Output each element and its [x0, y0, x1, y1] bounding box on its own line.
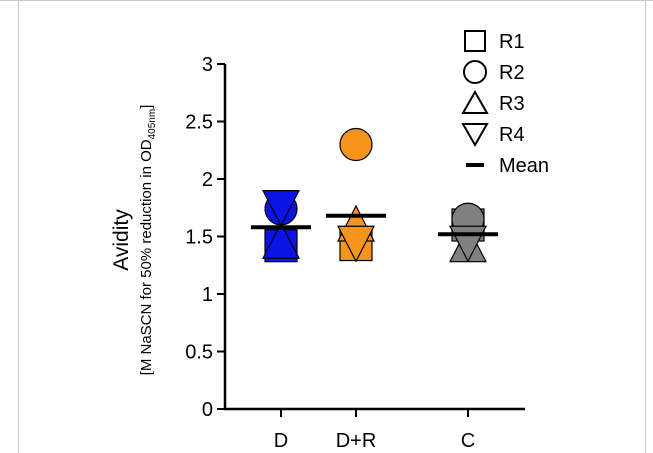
- y-tick-label: 0: [202, 399, 213, 421]
- y-tick-label: 0.5: [185, 342, 213, 364]
- y-axis-title-close: ]: [138, 105, 155, 109]
- y-axis-title-subscript: 405nm: [147, 109, 158, 140]
- x-tick-label: C: [461, 430, 475, 452]
- legend-triangle-up-icon: [461, 89, 489, 114]
- legend-item-r1: R1: [464, 30, 525, 53]
- axes: 0 0.5 1 1.5 2 2.5 3 D D+R C: [185, 54, 525, 452]
- y-axis-title-main: [M NaSCN for 50% reduction in OD: [138, 139, 155, 375]
- legend: R1 R2 R3 R4 Mean: [461, 30, 549, 177]
- y-tick-label: 2: [202, 169, 213, 191]
- y-tick-label: 3: [202, 54, 213, 76]
- legend-circle-icon: [463, 60, 487, 84]
- y-axis-title-line1: Avidity: [110, 209, 133, 271]
- legend-square-icon: [464, 30, 486, 52]
- legend-item-r3: R3: [461, 89, 525, 115]
- legend-item-r2: R2: [463, 60, 525, 84]
- data-point-r2: [339, 127, 373, 162]
- legend-label: Mean: [499, 155, 549, 177]
- y-tick-label: 2.5: [185, 112, 213, 134]
- x-tick-label: D: [274, 430, 288, 452]
- legend-label: R4: [499, 124, 525, 146]
- y-tick-label: 1.5: [185, 227, 213, 249]
- data-points: [251, 127, 498, 263]
- legend-item-mean: Mean: [466, 155, 549, 177]
- x-tick-label: D+R: [336, 430, 377, 452]
- data-point-r4: [337, 225, 375, 263]
- y-axis-title-line2: [M NaSCN for 50% reduction in OD405nm]: [138, 105, 158, 376]
- legend-label: R3: [499, 93, 525, 115]
- y-axis-title: Avidity [M NaSCN for 50% reduction in OD…: [110, 105, 158, 376]
- legend-label: R1: [499, 31, 525, 53]
- data-point-r3: [262, 221, 300, 259]
- legend-item-r4: R4: [461, 123, 525, 148]
- y-tick-label: 1: [202, 284, 213, 306]
- legend-triangle-down-icon: [461, 123, 489, 148]
- data-point-r4: [262, 190, 300, 227]
- legend-label: R2: [499, 62, 525, 84]
